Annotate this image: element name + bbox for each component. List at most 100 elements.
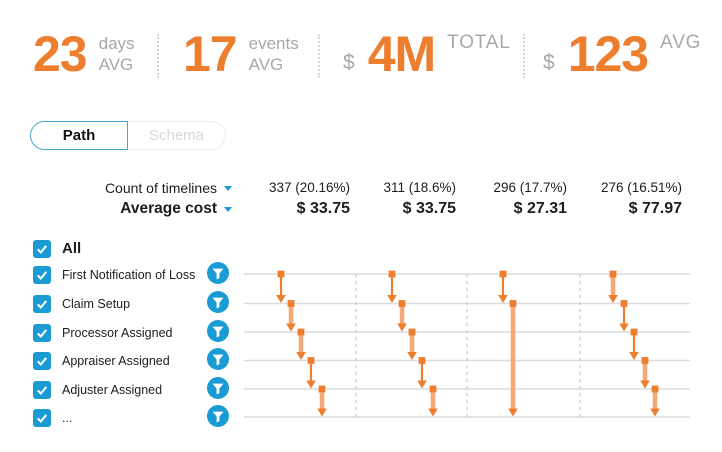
checkbox-adjuster-assigned[interactable] [33, 380, 51, 399]
flow-arrow-head [640, 380, 650, 389]
flow-arrow-start-dot [429, 385, 437, 393]
column-cost: $ 77.97 [628, 200, 682, 217]
view-toggle: Path Schema [30, 121, 226, 150]
event-row-all: All [33, 238, 81, 259]
caret-down-icon [224, 186, 232, 191]
flow-arrow-head [407, 352, 417, 360]
flow-arrow-head [498, 295, 508, 303]
check-icon [37, 356, 48, 366]
stat-total-cost: $ 4M TOTAL [343, 26, 511, 82]
event-row-appraiser-assigned: Appraiser Assigned [33, 350, 170, 371]
flow-arrow-head [397, 323, 407, 332]
checkbox-claim-setup[interactable] [33, 294, 51, 313]
event-label: Processor Assigned [62, 325, 173, 340]
filter-button-adjuster-assigned[interactable] [207, 377, 229, 399]
flow-arrow-start-dot [651, 385, 659, 393]
flow-arrow-head [619, 323, 629, 332]
funnel-icon [212, 326, 224, 338]
flow-arrow-head [608, 295, 618, 303]
stat-label: events AVG [248, 33, 299, 74]
dollar-sign: $ [343, 51, 355, 74]
flow-arrow-start-dot [307, 357, 315, 364]
column-count: 311 (18.6%) [383, 180, 456, 195]
filter-button-fnol[interactable] [207, 262, 229, 284]
column-header-3: 296 (17.7%) $ 27.31 [437, 177, 567, 219]
flow-arrow-head [296, 352, 306, 360]
stat-days-avg: 23 days AVG [33, 26, 135, 82]
funnel-icon [212, 268, 224, 280]
stat-label: days AVG [98, 33, 135, 74]
dollar-sign: $ [543, 51, 555, 74]
stat-value: 4M [367, 26, 436, 82]
filter-button-claim-setup[interactable] [207, 291, 229, 313]
filter-button-appraiser-assigned[interactable] [207, 348, 229, 370]
stat-value: 17 [183, 26, 238, 82]
event-label: ... [62, 410, 73, 425]
column-header-2: 311 (18.6%) $ 33.75 [326, 177, 456, 219]
funnel-icon [212, 411, 224, 423]
flow-arrow-head [387, 295, 397, 303]
event-label: All [62, 240, 82, 257]
event-row-adjuster-assigned: Adjuster Assigned [33, 379, 162, 400]
filter-button-more[interactable] [207, 405, 229, 427]
flow-arrow-head [306, 380, 316, 389]
column-cost: $ 33.75 [296, 200, 350, 217]
checkbox-more[interactable] [33, 408, 51, 427]
flow-arrow-start-dot [287, 300, 295, 307]
funnel-icon [212, 354, 224, 366]
stat-value: 23 [33, 26, 88, 82]
stat-label: TOTAL [447, 32, 511, 53]
flow-arrow-start-dot [318, 385, 326, 393]
flow-arrow-start-dot [297, 328, 305, 336]
measure-average-cost[interactable]: Average cost [0, 198, 232, 219]
check-icon [37, 244, 48, 254]
stat-divider [157, 34, 159, 78]
measure-count-of-timelines[interactable]: Count of timelines [0, 177, 232, 198]
column-cost: $ 33.75 [402, 200, 456, 217]
flow-arrow-head [508, 408, 518, 417]
flow-arrow-head [428, 408, 438, 417]
column-cost: $ 27.31 [513, 200, 567, 217]
event-row-claim-setup: Claim Setup [33, 293, 130, 314]
filter-button-processor-assigned[interactable] [207, 320, 229, 342]
event-label: Adjuster Assigned [62, 382, 163, 397]
column-header-4: 276 (16.51%) $ 77.97 [552, 177, 682, 219]
measure-selectors: Count of timelines Average cost [0, 177, 232, 219]
checkbox-appraiser-assigned[interactable] [33, 351, 51, 370]
flow-arrow-start-dot [630, 328, 638, 336]
flow-arrow-start-dot [609, 270, 617, 278]
flow-arrow-head [317, 408, 327, 417]
event-label: Claim Setup [62, 296, 131, 311]
flow-arrow-start-dot [398, 300, 406, 307]
event-label: Appraiser Assigned [62, 353, 170, 368]
check-icon [37, 385, 48, 395]
flow-arrow-head [417, 380, 427, 389]
funnel-icon [212, 297, 224, 309]
checkbox-processor-assigned[interactable] [33, 323, 51, 342]
measure-label: Average cost [120, 199, 217, 217]
flow-arrow-start-dot [418, 357, 426, 364]
check-icon [37, 270, 48, 280]
flow-arrow-start-dot [620, 300, 628, 307]
event-label: First Notification of Loss [62, 267, 196, 282]
flow-arrow-start-dot [277, 270, 285, 278]
event-row-fnol: First Notification of Loss [33, 264, 195, 285]
event-row-processor-assigned: Processor Assigned [33, 322, 172, 343]
column-count: 276 (16.51%) [600, 180, 682, 195]
stat-avg-cost: $ 123 AVG [543, 26, 701, 82]
caret-down-icon [224, 207, 232, 212]
tab-schema[interactable]: Schema [128, 121, 226, 150]
flow-arrow-head [276, 295, 286, 303]
flow-arrow-head [286, 323, 296, 332]
funnel-icon [212, 383, 224, 395]
flow-arrow-start-dot [641, 357, 649, 364]
flow-arrow-head [629, 352, 639, 360]
stat-label: AVG [660, 32, 702, 53]
column-count: 337 (20.16%) [268, 180, 350, 195]
flow-arrow-start-dot [408, 328, 416, 336]
tab-path[interactable]: Path [30, 121, 128, 150]
checkbox-all[interactable] [33, 239, 51, 258]
checkbox-fnol[interactable] [33, 265, 51, 284]
flow-arrow-head [650, 408, 660, 417]
